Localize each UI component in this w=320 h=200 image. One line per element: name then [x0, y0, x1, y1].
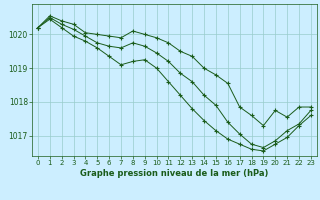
X-axis label: Graphe pression niveau de la mer (hPa): Graphe pression niveau de la mer (hPa) — [80, 169, 268, 178]
